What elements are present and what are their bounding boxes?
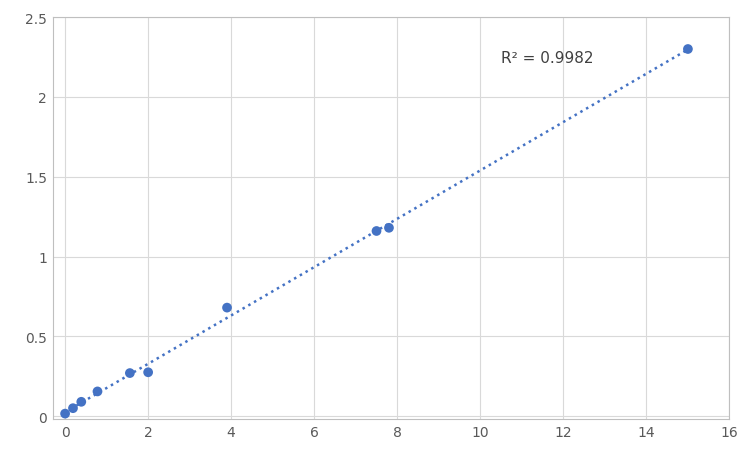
Point <box>124 370 136 377</box>
Point <box>59 410 71 417</box>
Point <box>67 405 79 412</box>
Point <box>92 388 104 395</box>
Point <box>371 228 383 235</box>
Point <box>75 398 87 405</box>
Point <box>383 225 395 232</box>
Text: R² = 0.9982: R² = 0.9982 <box>501 51 593 66</box>
Point <box>682 46 694 54</box>
Point <box>142 369 154 376</box>
Point <box>221 304 233 312</box>
